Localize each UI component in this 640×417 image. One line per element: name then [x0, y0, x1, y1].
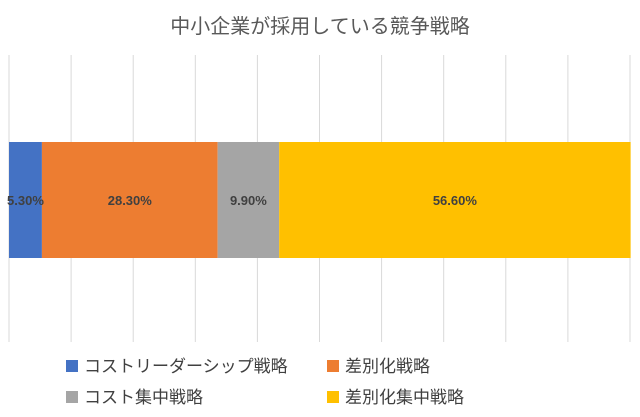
legend-label-1: コストリーダーシップ戦略 [84, 357, 288, 377]
data-label-3: 9.90% [230, 193, 267, 208]
chart-title: 中小企業が採用している競争戦略 [170, 14, 469, 38]
bar-segment-4 [279, 142, 631, 258]
legend-swatch-4 [327, 391, 339, 403]
data-label-2: 28.30% [108, 193, 153, 208]
bar-segment-2 [41, 142, 218, 258]
legend-label-3: コスト集中戦略 [84, 388, 203, 408]
bar-segments [9, 142, 631, 258]
data-label-1: 5.30% [7, 193, 44, 208]
bar-segment-3 [217, 142, 280, 258]
legend-swatch-1 [66, 360, 78, 372]
legend-label-2: 差別化戦略 [345, 357, 430, 377]
data-labels: 5.30% 28.30% 9.90% 56.60% [7, 193, 477, 208]
legend-swatch-2 [327, 360, 339, 372]
bar-segment-1 [9, 142, 42, 258]
legend-swatch-3 [66, 391, 78, 403]
legend-label-4: 差別化集中戦略 [345, 388, 464, 408]
data-label-4: 56.60% [433, 193, 478, 208]
